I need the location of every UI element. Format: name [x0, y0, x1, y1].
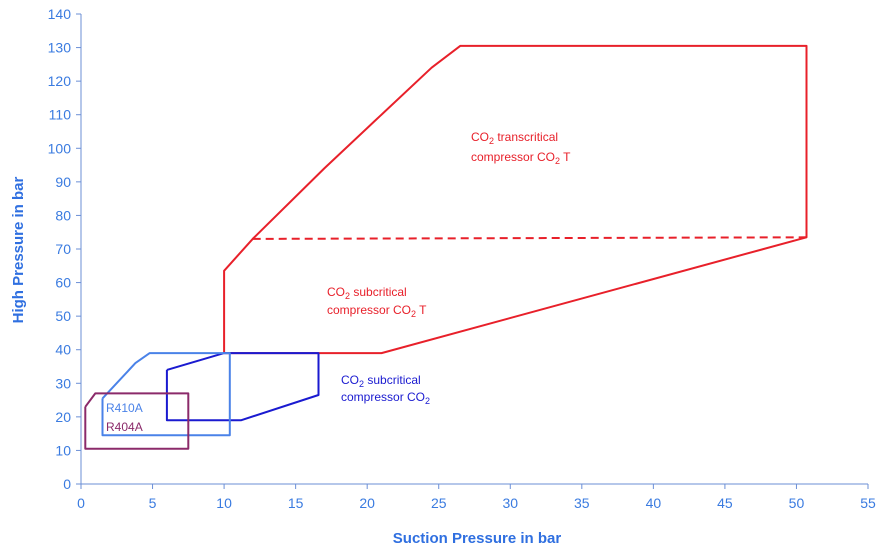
y-tick-label: 0 — [63, 476, 71, 492]
x-axis-title: Suction Pressure in bar — [393, 530, 562, 547]
y-tick-label: 40 — [55, 342, 71, 358]
annotation-co2-subcritical-line2: compressor CO2 — [341, 390, 430, 406]
y-tick-label: 130 — [48, 40, 72, 56]
x-tick-label: 20 — [359, 495, 375, 511]
x-tick-label: 10 — [216, 495, 232, 511]
axes-layer — [80, 14, 868, 485]
x-tick-label: 40 — [646, 495, 662, 511]
label-r410a: R410A — [106, 401, 143, 415]
y-tick-label: 30 — [55, 375, 71, 391]
x-tick-label: 45 — [717, 495, 733, 511]
y-tick-label: 140 — [48, 6, 72, 22]
series-co2-transcritical-boundary — [252, 236, 807, 240]
ticks-layer: 0 5 10 15 20 25 30 35 40 45 50 55 0 10 20 30 40 50 60 70 80 9… — [48, 6, 876, 511]
annotation-co2-subcritical-t-line2: compressor CO2 T — [327, 303, 427, 319]
y-axis-title: High Pressure in bar — [10, 176, 27, 323]
x-tick-label: 50 — [789, 495, 805, 511]
series-co2-subcritical — [165, 352, 320, 422]
x-tick-label: 25 — [431, 495, 447, 511]
series-r410a — [101, 352, 231, 437]
y-tick-label: 70 — [55, 241, 71, 257]
y-tick-label: 110 — [49, 107, 72, 123]
label-r404a: R404A — [106, 420, 143, 434]
y-tick-label: 100 — [48, 140, 72, 156]
y-tick-label: 120 — [48, 73, 72, 89]
annotation-co2-subcritical-t-line1: CO2 subcritical — [327, 285, 407, 301]
y-tick-label: 20 — [55, 409, 71, 425]
series-co2-transcritical — [223, 44, 808, 355]
y-tick-label: 10 — [55, 442, 71, 458]
x-tick-label: 55 — [860, 495, 876, 511]
annotation-co2-subcritical-line1: CO2 subcritical — [341, 373, 421, 389]
series-r404a — [84, 392, 190, 450]
x-tick-label: 15 — [288, 495, 304, 511]
series-layer — [84, 44, 808, 450]
y-tick-label: 80 — [55, 207, 71, 223]
y-tick-label: 90 — [55, 174, 71, 190]
x-tick-label: 35 — [574, 495, 590, 511]
y-tick-label: 60 — [55, 275, 71, 291]
x-tick-label: 5 — [149, 495, 157, 511]
annotation-co2-transcritical-line2: compressor CO2 T — [471, 150, 571, 166]
x-tick-label: 30 — [502, 495, 518, 511]
y-tick-label: 50 — [55, 308, 71, 324]
x-tick-label: 0 — [77, 495, 85, 511]
annotation-co2-transcritical-line1: CO2 transcritical — [471, 130, 558, 146]
